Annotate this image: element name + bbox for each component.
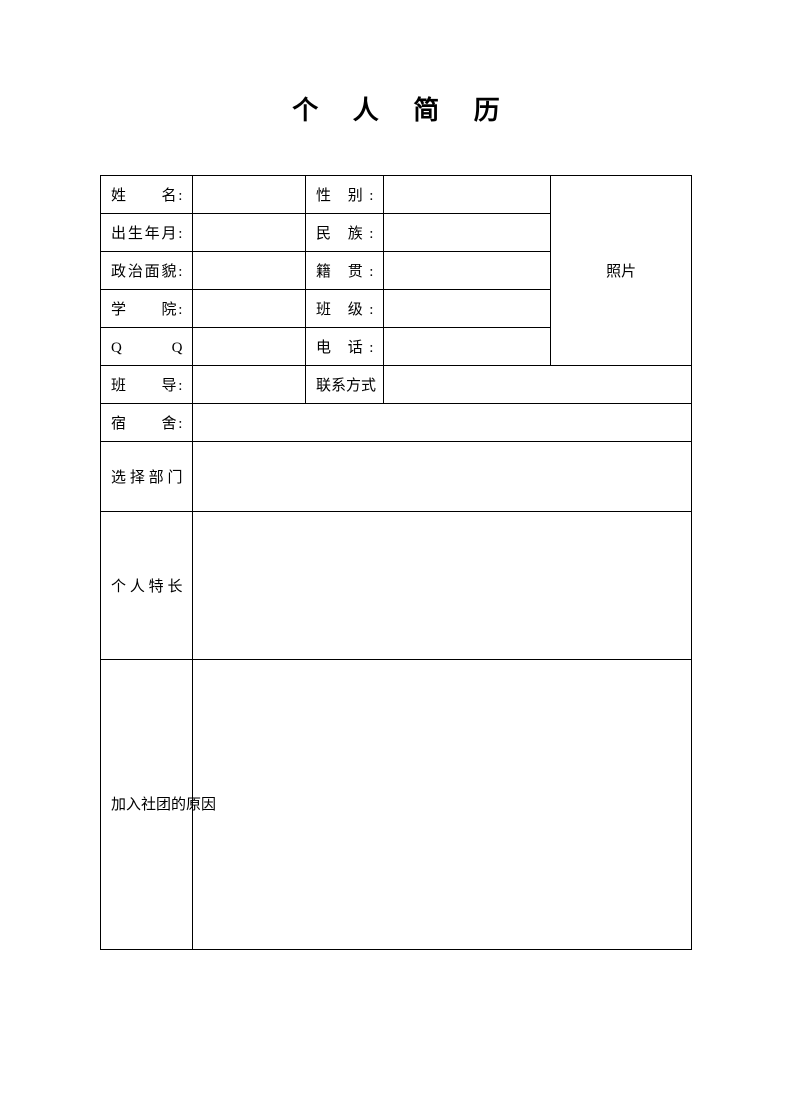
value-dorm[interactable] bbox=[193, 404, 692, 442]
label-phone: 电 话: bbox=[306, 328, 384, 366]
label-skill: 个人特长 bbox=[101, 512, 193, 660]
value-native[interactable] bbox=[384, 252, 551, 290]
value-contact[interactable] bbox=[384, 366, 692, 404]
value-qq[interactable] bbox=[193, 328, 306, 366]
value-reason[interactable] bbox=[193, 660, 692, 950]
value-name[interactable] bbox=[193, 176, 306, 214]
resume-table: 姓 名: 性 别: 照片 出生年月: 民 族: 政治面貌: 籍 贯: 学 院: … bbox=[100, 175, 692, 950]
label-birth: 出生年月: bbox=[101, 214, 193, 252]
photo-cell: 照片 bbox=[551, 176, 692, 366]
value-ethnic[interactable] bbox=[384, 214, 551, 252]
value-skill[interactable] bbox=[193, 512, 692, 660]
label-qq: Q Q bbox=[101, 328, 193, 366]
label-class: 班 级: bbox=[306, 290, 384, 328]
label-reason: 加入社团的原因 bbox=[101, 660, 193, 950]
label-college: 学 院: bbox=[101, 290, 193, 328]
value-political[interactable] bbox=[193, 252, 306, 290]
value-college[interactable] bbox=[193, 290, 306, 328]
label-dept: 选择部门 bbox=[101, 442, 193, 512]
label-ethnic: 民 族: bbox=[306, 214, 384, 252]
value-birth[interactable] bbox=[193, 214, 306, 252]
value-class[interactable] bbox=[384, 290, 551, 328]
label-native: 籍 贯: bbox=[306, 252, 384, 290]
value-phone[interactable] bbox=[384, 328, 551, 366]
page-title: 个 人 简 历 bbox=[100, 90, 692, 127]
label-advisor: 班 导: bbox=[101, 366, 193, 404]
value-gender[interactable] bbox=[384, 176, 551, 214]
label-political: 政治面貌: bbox=[101, 252, 193, 290]
label-name: 姓 名: bbox=[101, 176, 193, 214]
label-dorm: 宿 舍: bbox=[101, 404, 193, 442]
value-advisor[interactable] bbox=[193, 366, 306, 404]
label-gender: 性 别: bbox=[306, 176, 384, 214]
value-dept[interactable] bbox=[193, 442, 692, 512]
label-contact: 联系方式 bbox=[306, 366, 384, 404]
